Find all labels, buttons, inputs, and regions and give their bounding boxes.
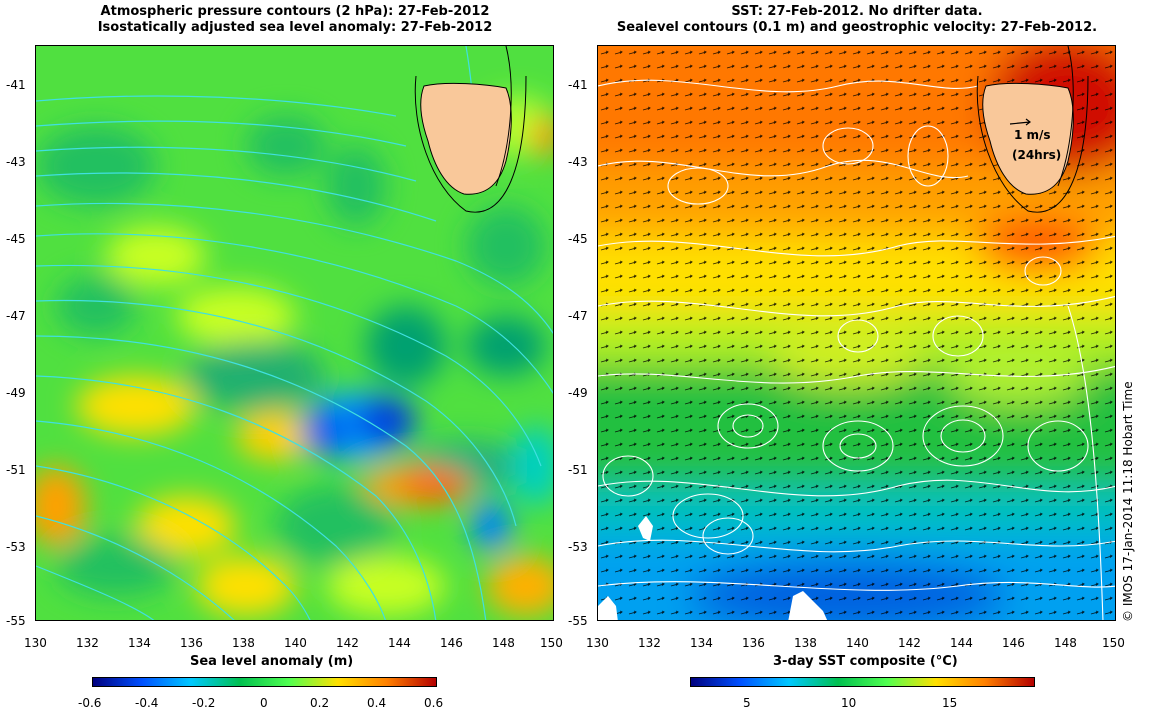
- right-x-tick-2: 132: [638, 636, 661, 650]
- velocity-legend-line2: (24hrs): [1012, 148, 1062, 162]
- velocity-legend-line1: 1 m/s: [1014, 128, 1051, 142]
- imos-credit: © IMOS 17-Jan-2014 11:18 Hobart Time: [1121, 381, 1135, 622]
- right-x-tick-11: 150: [1102, 636, 1125, 650]
- velocity-legend-arrow: [1009, 118, 1031, 126]
- right-y-tick-1: -41: [568, 78, 588, 92]
- left-cbar-tick-1: -0.6: [78, 696, 102, 710]
- right-x-tick-1: 130: [586, 636, 609, 650]
- right-x-tick-9: 146: [1002, 636, 1025, 650]
- left-y-tick-7: -53: [6, 540, 26, 554]
- left-x-tick-11: 150: [540, 636, 563, 650]
- left-y-tick-3: -45: [6, 232, 26, 246]
- left-y-tick-5: -49: [6, 386, 26, 400]
- left-cbar-tick-3: -0.2: [192, 696, 216, 710]
- right-y-tick-2: -43: [568, 155, 588, 169]
- right-x-tick-8: 144: [950, 636, 973, 650]
- right-title-line2: Sealevel contours (0.1 m) and geostrophi…: [616, 20, 1098, 35]
- left-x-tick-6: 140: [284, 636, 307, 650]
- left-x-tick-5: 138: [232, 636, 255, 650]
- left-x-tick-9: 146: [440, 636, 463, 650]
- left-x-tick-8: 144: [388, 636, 411, 650]
- right-cbar-tick-3: 15: [942, 696, 958, 710]
- right-x-tick-7: 142: [898, 636, 921, 650]
- left-cbar-tick-6: 0.4: [367, 696, 387, 710]
- left-cbar-tick-2: -0.4: [135, 696, 159, 710]
- left-x-tick-2: 132: [76, 636, 99, 650]
- left-colorbar: [92, 677, 437, 687]
- sst-map: 1 m/s (24hrs): [597, 45, 1116, 621]
- right-y-tick-5: -49: [568, 386, 588, 400]
- left-title-line2: Isostatically adjusted sea level anomaly…: [97, 20, 493, 35]
- left-x-tick-3: 134: [128, 636, 151, 650]
- left-cbar-tick-7: 0.6: [424, 696, 444, 710]
- right-y-tick-4: -47: [568, 309, 588, 323]
- left-colorbar-label: Sea level anomaly (m): [190, 654, 354, 669]
- tasmania-island-right: [982, 82, 1074, 195]
- left-y-tick-8: -55: [6, 614, 26, 628]
- left-cbar-tick-4: 0: [260, 696, 268, 710]
- right-x-tick-10: 148: [1054, 636, 1077, 650]
- left-x-tick-1: 130: [24, 636, 47, 650]
- right-y-tick-6: -51: [568, 463, 588, 477]
- left-x-tick-7: 142: [336, 636, 359, 650]
- right-colorbar-label: 3-day SST composite (°C): [773, 654, 958, 669]
- right-x-tick-3: 134: [690, 636, 713, 650]
- right-x-tick-6: 140: [846, 636, 869, 650]
- right-cbar-tick-2: 10: [841, 696, 857, 710]
- left-cbar-tick-5: 0.2: [310, 696, 330, 710]
- right-colorbar: [690, 677, 1035, 687]
- left-y-tick-4: -47: [6, 309, 26, 323]
- right-cbar-tick-1: 5: [743, 696, 751, 710]
- right-x-tick-4: 136: [742, 636, 765, 650]
- right-x-tick-5: 138: [794, 636, 817, 650]
- right-y-tick-3: -45: [568, 232, 588, 246]
- right-y-tick-8: -55: [568, 614, 588, 628]
- sea-level-anomaly-map: [35, 45, 554, 621]
- left-y-tick-2: -43: [6, 155, 26, 169]
- tasmania-island: [420, 82, 512, 195]
- right-title-line1: SST: 27-Feb-2012. No drifter data.: [731, 4, 983, 19]
- left-title-line1: Atmospheric pressure contours (2 hPa): 2…: [100, 4, 490, 19]
- left-x-tick-4: 136: [180, 636, 203, 650]
- left-x-tick-10: 148: [492, 636, 515, 650]
- left-y-tick-6: -51: [6, 463, 26, 477]
- left-y-tick-1: -41: [6, 78, 26, 92]
- right-y-tick-7: -53: [568, 540, 588, 554]
